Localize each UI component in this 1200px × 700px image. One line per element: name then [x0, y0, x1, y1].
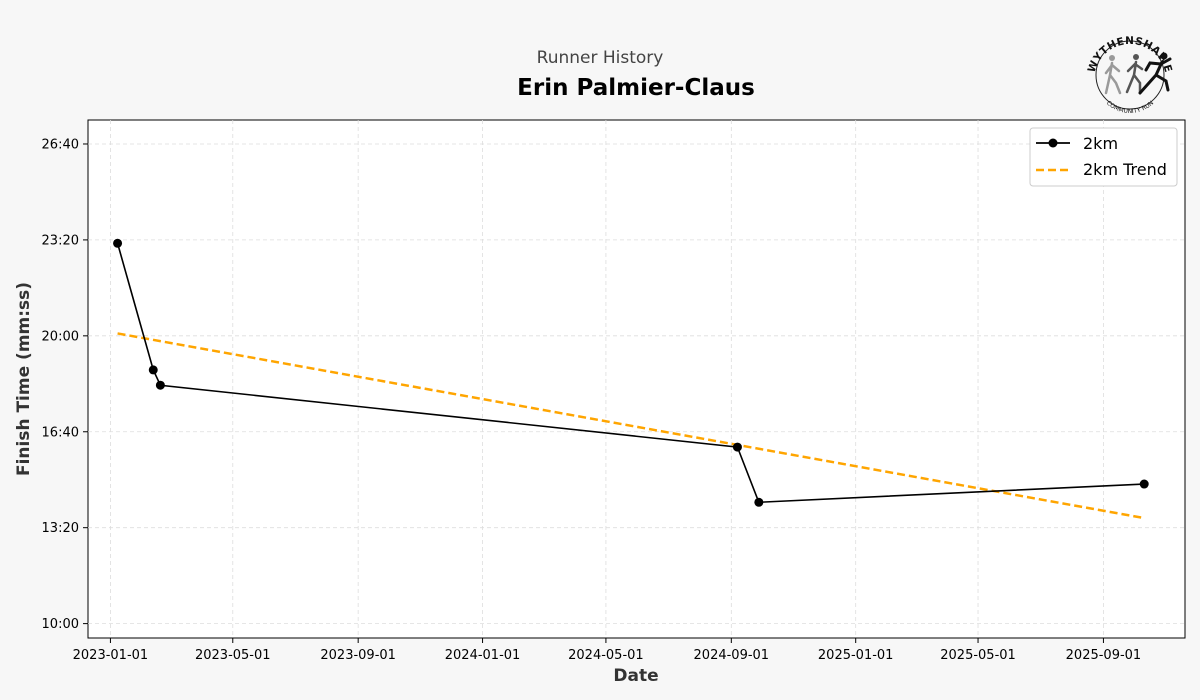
runner-figure-dark	[1138, 52, 1172, 95]
data-point	[113, 238, 123, 248]
trend-layer	[117, 332, 1145, 520]
data-point	[732, 442, 742, 452]
x-tick-label: 2024-09-01	[694, 648, 770, 663]
x-tick-label: 2025-09-01	[1066, 648, 1142, 663]
series-line-2km	[116, 243, 1145, 504]
y-tick-label: 10:00	[42, 617, 79, 632]
y-axis: 10:00 13:20 16:40 20:00 23:20 26:40	[42, 137, 88, 632]
legend-label-2km: 2km	[1083, 134, 1118, 153]
plot-area	[87, 119, 1186, 639]
y-tick-label: 20:00	[42, 329, 79, 344]
x-tick-label: 2023-01-01	[73, 648, 149, 663]
series-layer	[113, 238, 1149, 507]
legend-series-marker	[1048, 138, 1058, 148]
data-point	[754, 497, 764, 507]
runner-figure-light	[1104, 55, 1122, 95]
grid-lines	[88, 120, 1185, 638]
chart-subtitle: Runner History	[537, 48, 664, 68]
data-point	[155, 380, 165, 390]
y-tick-label: 13:20	[42, 521, 79, 536]
x-tick-label: 2024-05-01	[568, 648, 644, 663]
y-tick-label: 16:40	[42, 425, 79, 440]
runner-figure-mid	[1125, 54, 1144, 95]
legend-label-2km-trend: 2km Trend	[1083, 160, 1167, 179]
y-tick-label: 23:20	[42, 233, 79, 248]
svg-text:COMMUNITY RUN: COMMUNITY RUN	[1105, 100, 1155, 115]
data-point	[1139, 479, 1149, 489]
x-tick-label: 2023-09-01	[320, 648, 396, 663]
y-tick-label: 26:40	[42, 137, 79, 152]
y-axis-label: Finish Time (mm:ss)	[14, 282, 34, 476]
logo-text-bottom: COMMUNITY RUN	[1105, 100, 1155, 115]
x-axis: 2023-01-01 2023-05-01 2023-09-01 2024-01-01…	[73, 638, 1142, 663]
x-tick-label: 2024-01-01	[445, 648, 521, 663]
x-axis-label: Date	[613, 666, 658, 686]
club-logo: WYTHENSHAWE COMMUNITY RUN	[1086, 35, 1174, 115]
x-tick-label: 2025-01-01	[818, 648, 894, 663]
data-point	[148, 365, 158, 375]
legend: 2km 2km Trend	[1029, 127, 1178, 187]
trend-line	[117, 332, 1145, 520]
x-tick-label: 2023-05-01	[195, 648, 271, 663]
chart-title: Erin Palmier-Claus	[517, 75, 755, 101]
x-tick-label: 2025-05-01	[940, 648, 1016, 663]
